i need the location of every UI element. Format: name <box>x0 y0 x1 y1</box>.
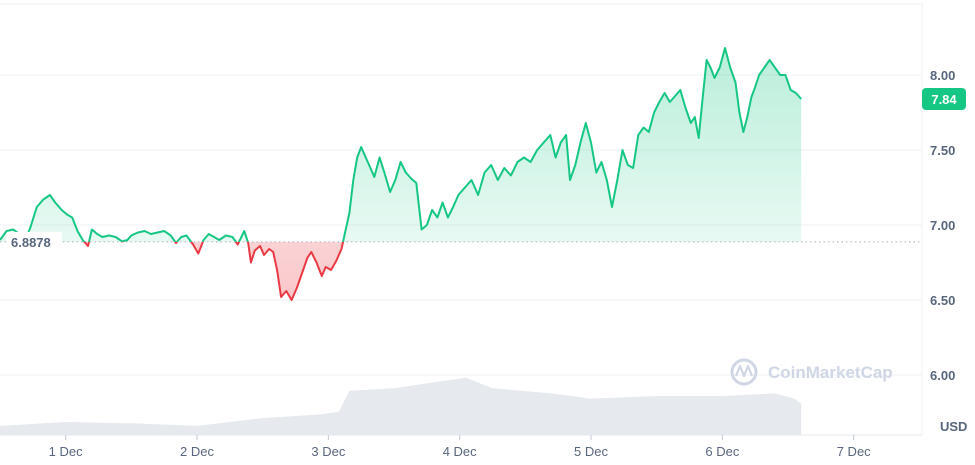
y-tick-label: 6.50 <box>930 293 955 308</box>
x-tick-label: 1 Dec <box>49 444 83 459</box>
price-line <box>0 47 802 301</box>
x-tick-label: 3 Dec <box>311 444 345 459</box>
volume-shape <box>0 377 802 435</box>
y-tick-label: 8.00 <box>930 68 955 83</box>
x-tick-label: 6 Dec <box>705 444 739 459</box>
x-axis: 1 Dec 2 Dec 3 Dec 4 Dec 5 Dec 6 Dec 7 Dec <box>49 435 871 459</box>
y-tick-label: 7.00 <box>930 218 955 233</box>
current-price-value: 7.84 <box>931 92 957 107</box>
x-tick-label: 2 Dec <box>180 444 214 459</box>
coinmarketcap-logo-icon <box>730 358 758 386</box>
price-line-up <box>0 47 802 242</box>
y-tick-label: 7.50 <box>930 143 955 158</box>
x-tick-label: 4 Dec <box>443 444 477 459</box>
watermark-text: CoinMarketCap <box>768 363 893 382</box>
x-tick-label: 7 Dec <box>837 444 871 459</box>
area-above-baseline <box>0 48 802 242</box>
area-below-baseline <box>84 241 344 300</box>
price-area <box>0 48 802 300</box>
baseline-value: 6.8878 <box>11 235 51 250</box>
y-tick-label: 6.00 <box>930 368 955 383</box>
volume-area <box>0 377 802 435</box>
x-tick-label: 5 Dec <box>574 444 608 459</box>
coinmarketcap-watermark: CoinMarketCap <box>730 358 893 386</box>
baseline-label: 6.8878 <box>6 231 62 252</box>
y-axis: 6.00 6.50 7.00 7.50 8.00 <box>930 68 955 383</box>
currency-label: USD <box>940 419 967 434</box>
current-price-tag: 7.84 <box>922 88 966 110</box>
